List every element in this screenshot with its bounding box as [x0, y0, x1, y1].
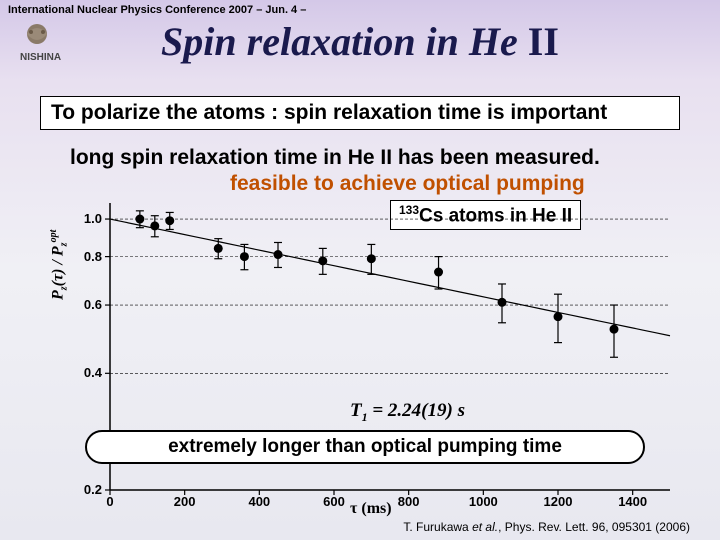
y-tick-label: 0.8	[72, 249, 102, 264]
x-tick-label: 1000	[463, 494, 503, 509]
measured-line: long spin relaxation time in He II has b…	[70, 146, 600, 170]
citation-author: T. Furukawa	[403, 520, 472, 534]
x-tick-label: 800	[389, 494, 429, 509]
feasible-line: feasible to achieve optical pumping	[230, 172, 585, 196]
feasible-text: feasible to achieve optical pumping	[230, 172, 585, 195]
citation: T. Furukawa et al., Phys. Rev. Lett. 96,…	[403, 520, 690, 534]
header: International Nuclear Physics Conference…	[0, 0, 720, 72]
y-tick-label: 1.0	[72, 211, 102, 226]
y-axis-label: Pz(τ) / Pzopt	[48, 230, 70, 300]
y-tick-label: 0.6	[72, 297, 102, 312]
y-tick-label: 0.4	[72, 365, 102, 380]
title-roman: II	[528, 19, 559, 64]
title-main: Spin relaxation in He	[161, 19, 518, 64]
x-tick-label: 600	[314, 494, 354, 509]
x-tick-label: 0	[90, 494, 130, 509]
x-tick-label: 1400	[613, 494, 653, 509]
relaxation-chart	[60, 195, 680, 515]
x-tick-label: 400	[239, 494, 279, 509]
x-axis-label: τ (ms)	[350, 500, 392, 518]
conference-label: International Nuclear Physics Conference…	[8, 4, 306, 16]
slide-title: Spin relaxation in He II	[0, 18, 720, 65]
t1-annotation: T1 = 2.24(19) s	[350, 400, 465, 425]
x-tick-label: 1200	[538, 494, 578, 509]
x-tick-label: 200	[165, 494, 205, 509]
citation-etal: et al.	[472, 520, 498, 534]
conclusion-box: extremely longer than optical pumping ti…	[85, 430, 645, 464]
subtitle-box: To polarize the atoms : spin relaxation …	[40, 96, 680, 130]
citation-ref: , Phys. Rev. Lett. 96, 095301 (2006)	[498, 520, 690, 534]
